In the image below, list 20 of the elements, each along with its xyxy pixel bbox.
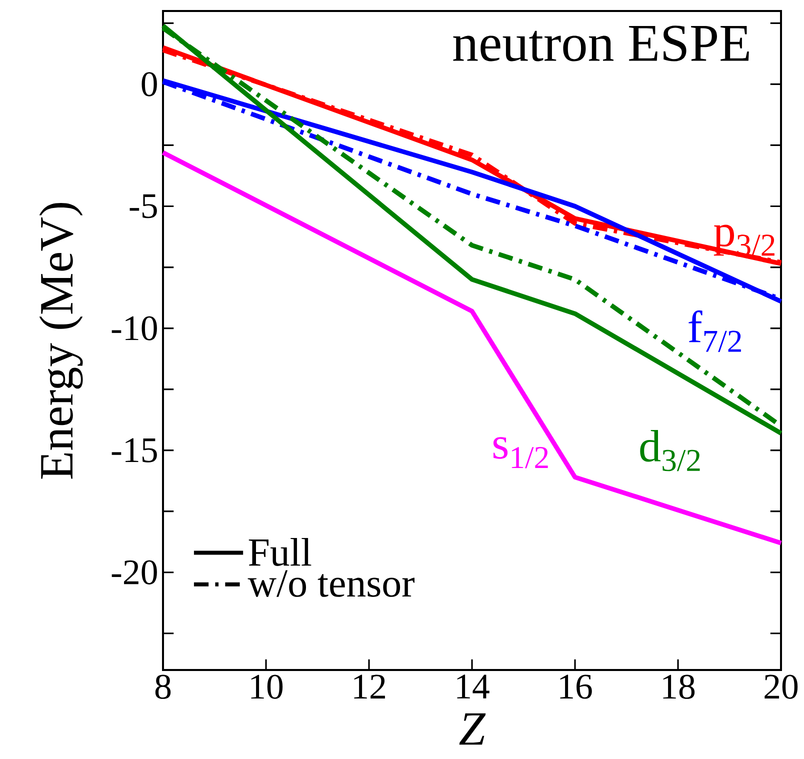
chart-title: neutron ESPE [453,26,749,62]
y-tick-label: -15 [112,438,157,462]
y-axis-title: Energy (MeV) [39,202,83,479]
x-tick-label: 18 [663,674,695,699]
y-tick-label: -20 [112,560,157,584]
x-tick-label: 14 [457,674,490,698]
y-tick-label: -10 [112,316,157,340]
x-tick-label: 10 [251,674,283,699]
x-tick-label: 8 [155,674,171,699]
x-tick-label: 12 [354,674,385,698]
annotation: w/o tensor [248,570,414,597]
annotation: Full [248,538,312,566]
series-label: f$_{7/2}$ [688,310,741,352]
x-tick-label: 16 [560,674,592,699]
y-tick-label: -5 [130,194,157,218]
x-tick-label: 20 [764,674,798,699]
series-label: s$_{1/2}$ [493,437,548,468]
series-label: d$_{3/2}$ [640,430,700,472]
y-tick-label: 0 [142,72,157,96]
x-axis-title: Z [459,713,486,745]
